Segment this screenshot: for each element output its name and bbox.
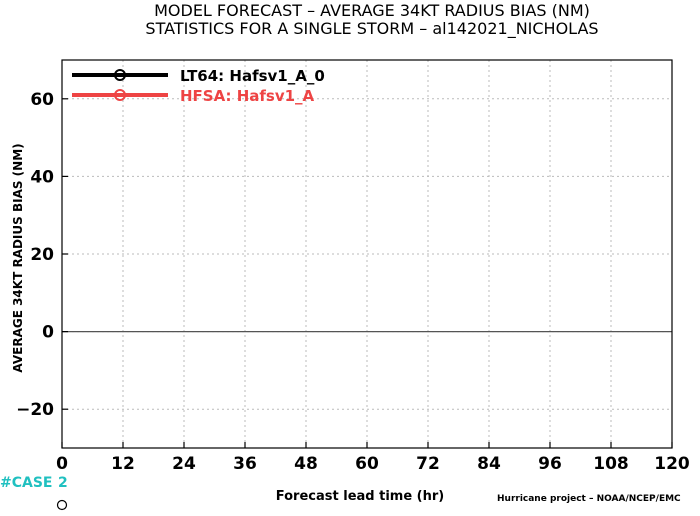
x-tick-label: 120 bbox=[654, 454, 690, 474]
credit-text: Hurricane project – NOAA/NCEP/EMC bbox=[497, 494, 681, 504]
y-tick-label: 60 bbox=[30, 90, 54, 110]
y-tick-label: 40 bbox=[30, 167, 54, 187]
case-marker-icon bbox=[56, 499, 68, 511]
case-label: #CASE bbox=[0, 475, 53, 491]
y-tick-label: −20 bbox=[16, 400, 54, 420]
legend-label: HFSA: Hafsv1_A bbox=[180, 87, 315, 105]
y-tick-label: 0 bbox=[42, 323, 54, 343]
chart-title-line1: MODEL FORECAST – AVERAGE 34KT RADIUS BIA… bbox=[154, 1, 590, 20]
legend-marker-icon bbox=[114, 69, 126, 81]
x-tick-label: 48 bbox=[294, 454, 318, 474]
y-tick-label: 20 bbox=[30, 245, 54, 265]
x-tick-label: 24 bbox=[172, 454, 196, 474]
case-count: 2 bbox=[58, 475, 68, 491]
x-tick-label: 84 bbox=[477, 454, 501, 474]
chart-title-line2: STATISTICS FOR A SINGLE STORM – al142021… bbox=[145, 19, 598, 39]
legend-label: LT64: Hafsv1_A_0 bbox=[180, 67, 325, 85]
x-tick-label: 36 bbox=[233, 454, 257, 474]
x-tick-label: 12 bbox=[111, 454, 135, 474]
legend: LT64: Hafsv1_A_0 HFSA: Hafsv1_A bbox=[72, 67, 325, 105]
legend-marker-icon bbox=[114, 89, 126, 101]
grid-layer bbox=[62, 60, 672, 448]
x-tick-label: 60 bbox=[355, 454, 379, 474]
x-tick-label: 72 bbox=[416, 454, 440, 474]
x-tick-label: 96 bbox=[538, 454, 562, 474]
y-axis-label: AVERAGE 34KT RADIUS BIAS (NM) bbox=[11, 143, 25, 372]
x-tick-label: 108 bbox=[593, 454, 629, 474]
x-tick-layer: 0 12 24 36 48 60 72 84 96 108 120 bbox=[56, 442, 690, 474]
x-tick-label: 0 bbox=[56, 454, 68, 474]
x-axis-label: Forecast lead time (hr) bbox=[276, 489, 444, 504]
y-tick-layer: −20 0 20 40 60 bbox=[16, 90, 68, 420]
